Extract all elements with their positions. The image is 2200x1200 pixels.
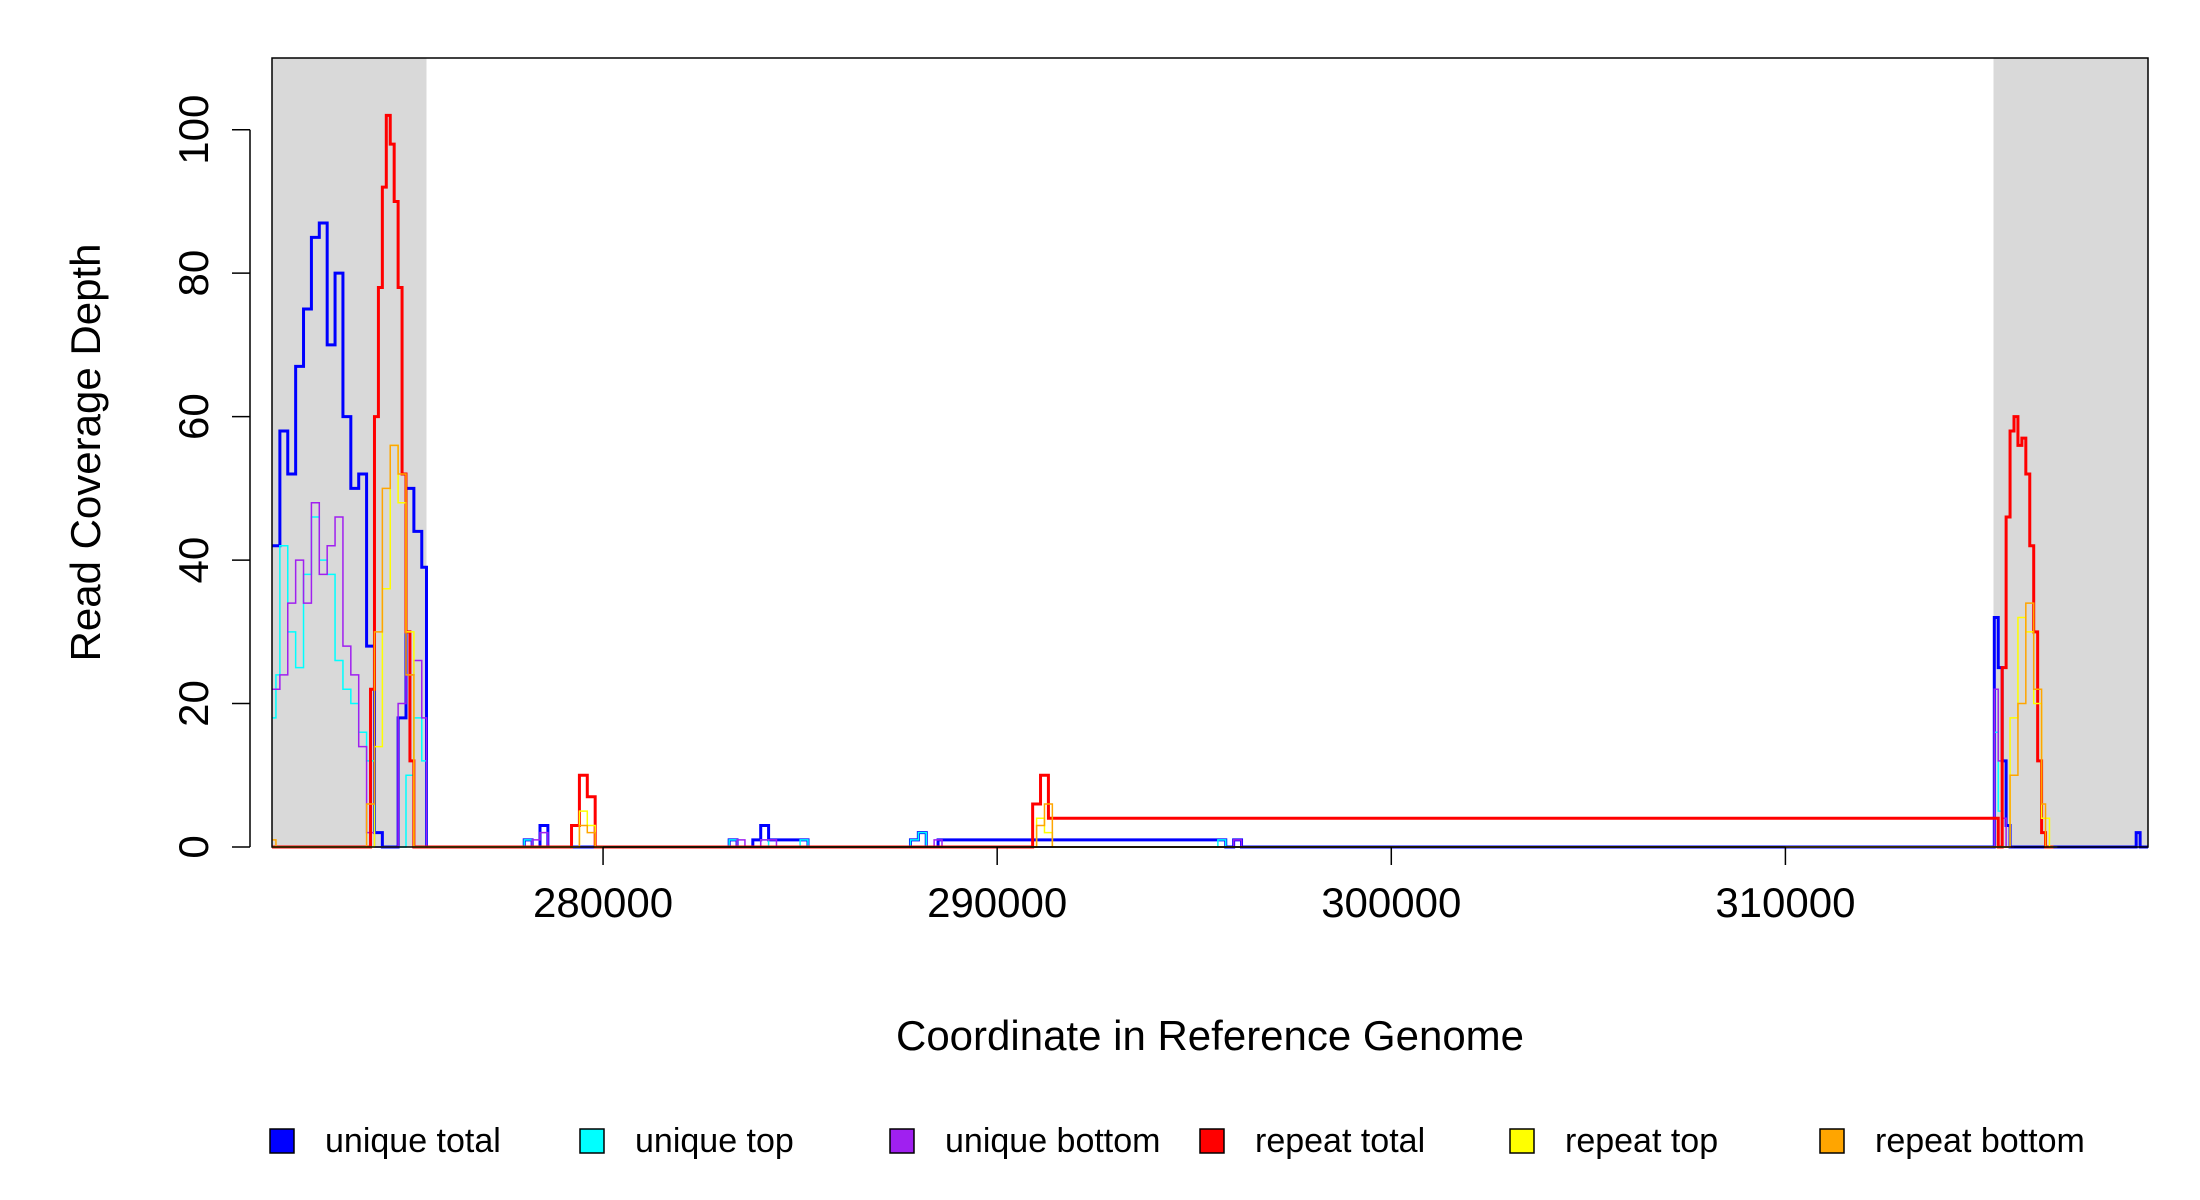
series-lines	[272, 113, 2148, 849]
x-tick-label: 280000	[533, 879, 673, 926]
y-axis-label: Read Coverage Depth	[62, 244, 109, 662]
shaded-regions	[272, 58, 2148, 847]
legend-item: unique bottom	[889, 1122, 1161, 1160]
y-tick-label: 100	[170, 95, 217, 165]
legend-label: repeat total	[1255, 1122, 1425, 1160]
legend-swatch	[1199, 1128, 1225, 1154]
legend-label: unique bottom	[945, 1122, 1161, 1160]
legend-item: repeat top	[1509, 1122, 1718, 1160]
series-line-unique-bottom	[272, 501, 2014, 848]
legend-swatch	[269, 1128, 295, 1154]
legend-item: repeat bottom	[1819, 1122, 2085, 1160]
y-tick-label: 60	[170, 393, 217, 440]
series-line-repeat-top	[272, 444, 2058, 848]
legend-item: repeat total	[1199, 1122, 1425, 1160]
y-tick-label: 40	[170, 537, 217, 584]
x-tick-label: 300000	[1321, 879, 1461, 926]
legend-item: unique top	[579, 1122, 794, 1160]
axes: 280000 290000 300000 310000 0 20 40 60 80 100	[170, 95, 1855, 926]
x-axis-label: Coordinate in Reference Genome	[896, 1012, 1524, 1059]
legend-label: repeat top	[1565, 1122, 1718, 1160]
series-line-repeat-total	[272, 113, 2054, 849]
series-line-unique-top	[272, 516, 2011, 848]
legend: unique total unique top unique bottom repea…	[269, 1122, 2085, 1160]
legend-label: unique top	[635, 1122, 794, 1160]
series-line-repeat-bottom	[272, 444, 2054, 848]
legend-item: unique total	[269, 1122, 501, 1160]
series-line-unique-total	[272, 221, 2148, 849]
legend-swatch	[1819, 1128, 1845, 1154]
x-tick-label: 290000	[927, 879, 1067, 926]
legend-swatch	[579, 1128, 605, 1154]
legend-swatch	[1509, 1128, 1535, 1154]
plot-frame	[271, 57, 2149, 848]
x-tick-label: 310000	[1715, 879, 1855, 926]
legend-label: repeat bottom	[1875, 1122, 2085, 1160]
legend-label: unique total	[325, 1122, 501, 1160]
y-tick-label: 20	[170, 680, 217, 727]
shaded-region-1	[1993, 58, 2148, 847]
y-tick-label: 80	[170, 250, 217, 297]
legend-swatch	[889, 1128, 915, 1154]
y-tick-label: 0	[170, 835, 217, 858]
